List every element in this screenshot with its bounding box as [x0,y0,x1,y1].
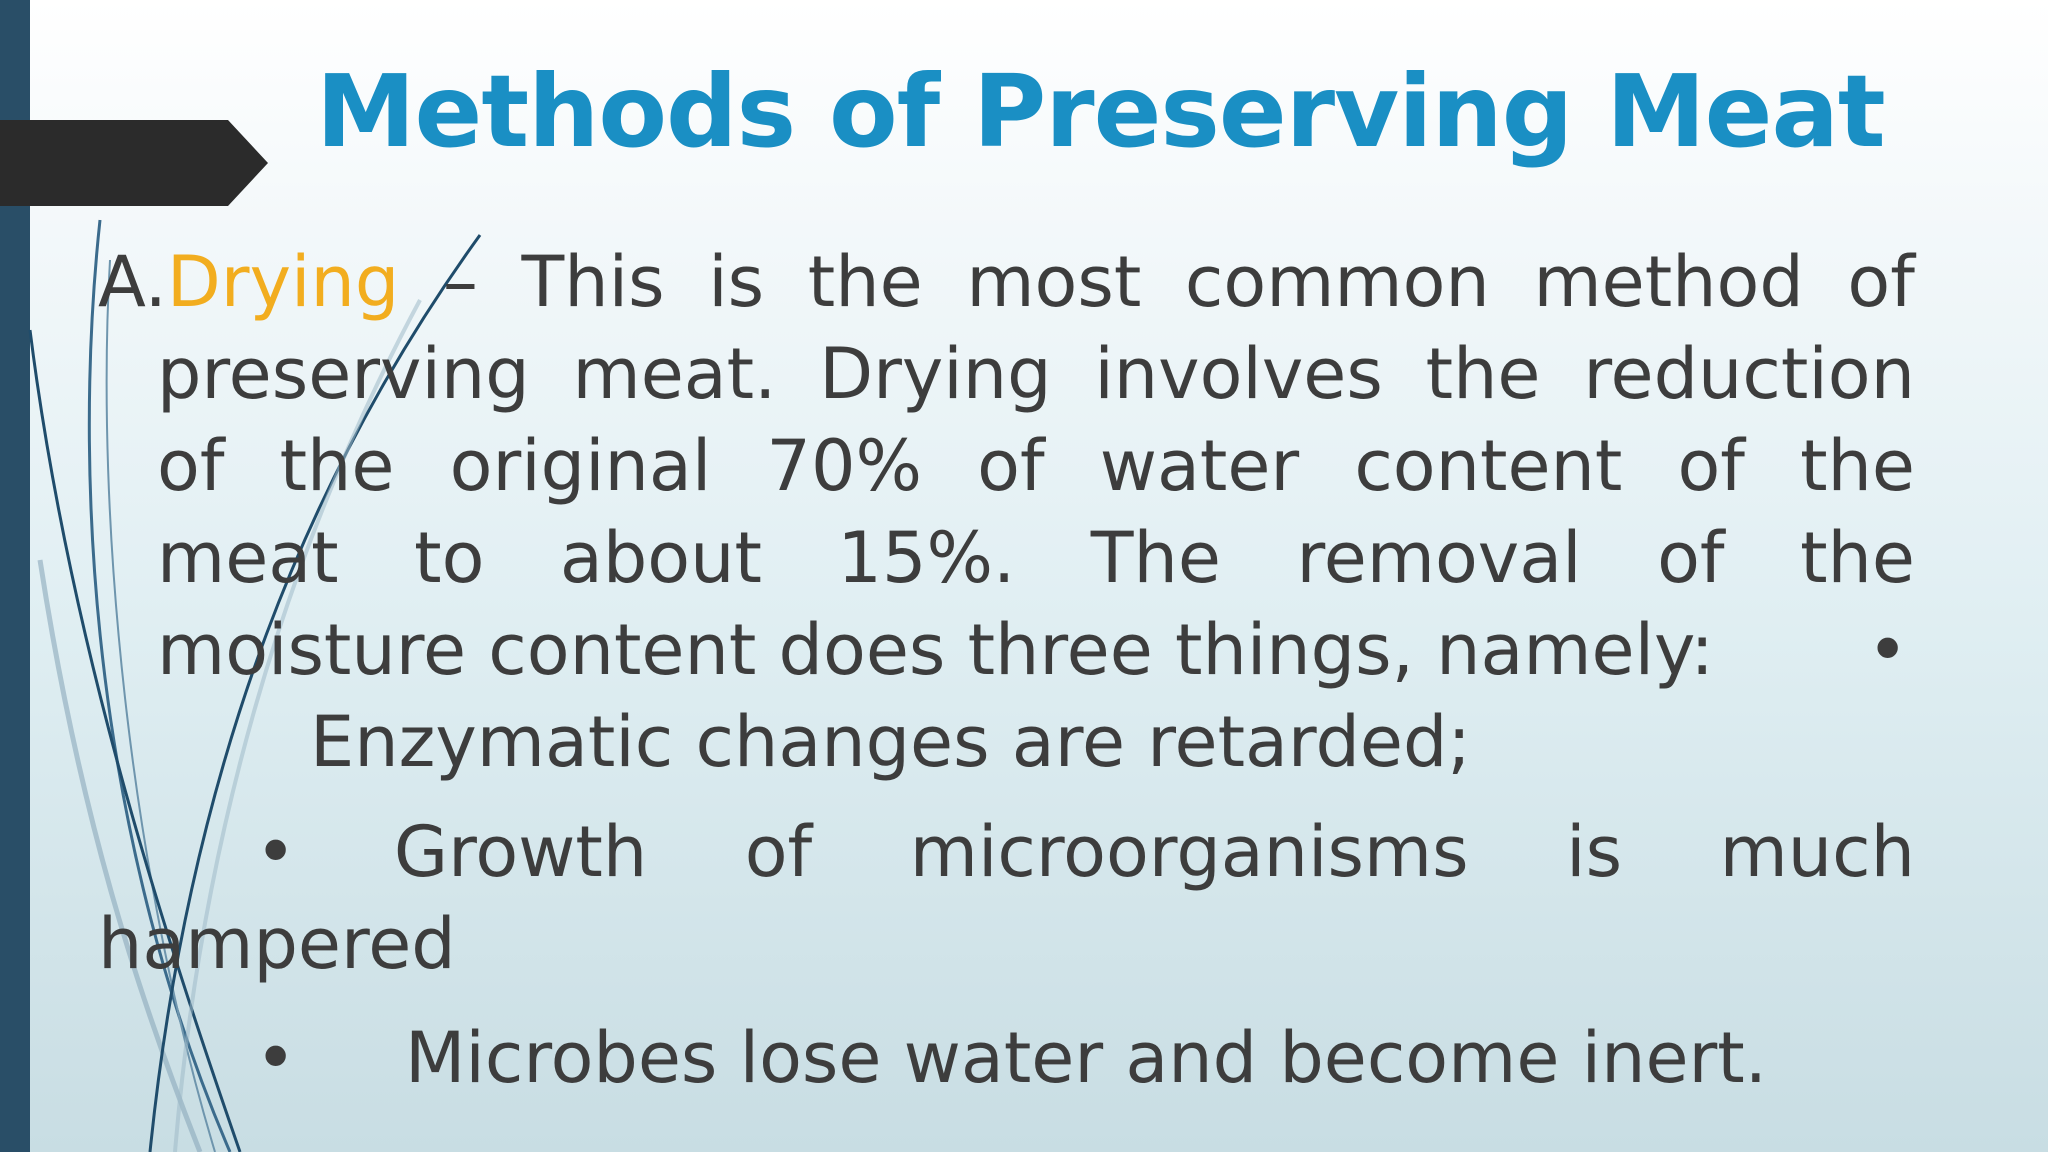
bullet-icon: • [1867,609,1909,691]
bullet-marker-1: • [1867,604,1908,696]
bullet-word: much [1719,811,1915,893]
title-arrow-tab [0,120,268,206]
bullet-text: Microbes lose water and become inert. [405,1017,1767,1099]
body-word: The [1090,517,1221,599]
body-word: 15%. [837,517,1016,599]
body-word: water [1099,425,1300,507]
body-word: of [1657,517,1725,599]
body-word: to [414,517,485,599]
body-word: involves [1094,333,1383,415]
body-word: the [807,241,923,323]
body-word: meat [157,517,339,599]
bullet-word: of [744,811,813,893]
body-word: method [1533,241,1804,323]
bullet-word: is [1566,811,1623,893]
body-word: preserving [157,333,530,415]
slide-title: Methods of Preserving Meat [316,53,1886,170]
item-term: Drying [166,241,400,323]
bullet-text: Enzymatic changes are retarded; [310,701,1471,783]
body-word: This [521,241,665,323]
bullet-word: microorganisms [909,811,1469,893]
bullet-icon: • [255,811,297,893]
body-word: the [1425,333,1541,415]
body-line-4: meat to about 15%. The removal of the [157,512,1915,604]
body-word: original [449,425,712,507]
body-word: most [966,241,1142,323]
body-line-3: of the original 70% of water content of … [157,420,1915,512]
body-word: content [1354,425,1623,507]
bullet-word: Growth [393,811,648,893]
body-word: of [1847,241,1915,323]
body-word: the [1800,425,1915,507]
body-word: the [1800,517,1915,599]
body-text: moisture content does three things, name… [157,609,1714,691]
body-word: of [977,425,1045,507]
body-word: common [1184,241,1490,323]
bullet-item-3: Microbes lose water and become inert. [405,1012,1767,1104]
body-word: reduction [1583,333,1915,415]
bullet-item-1: Enzymatic changes are retarded; [310,696,1471,788]
body-word: – [442,241,478,323]
body-word: removal [1296,517,1582,599]
bullet-item-2: • Growth of microorganisms is much [255,806,1915,898]
body-word: 70% [766,425,922,507]
body-line-1: A.Drying – This is the most common metho… [98,236,1915,328]
body-line-2: preserving meat. Drying involves the red… [157,328,1915,420]
body-word: Drying [819,333,1052,415]
body-word: of [1677,425,1745,507]
item-heading: A.Drying [98,236,399,328]
body-word: about [559,517,762,599]
bullet-icon: • [255,1017,297,1099]
body-word: the [279,425,395,507]
bullet-text: hampered [98,903,456,985]
body-word: meat. [572,333,777,415]
body-line-5: moisture content does three things, name… [157,604,1714,696]
bullet-item-2-continuation: hampered [98,898,456,990]
body-word: of [157,425,225,507]
body-word: is [708,241,765,323]
item-letter: A. [98,241,167,323]
bullet-marker-3: • [255,1012,296,1104]
